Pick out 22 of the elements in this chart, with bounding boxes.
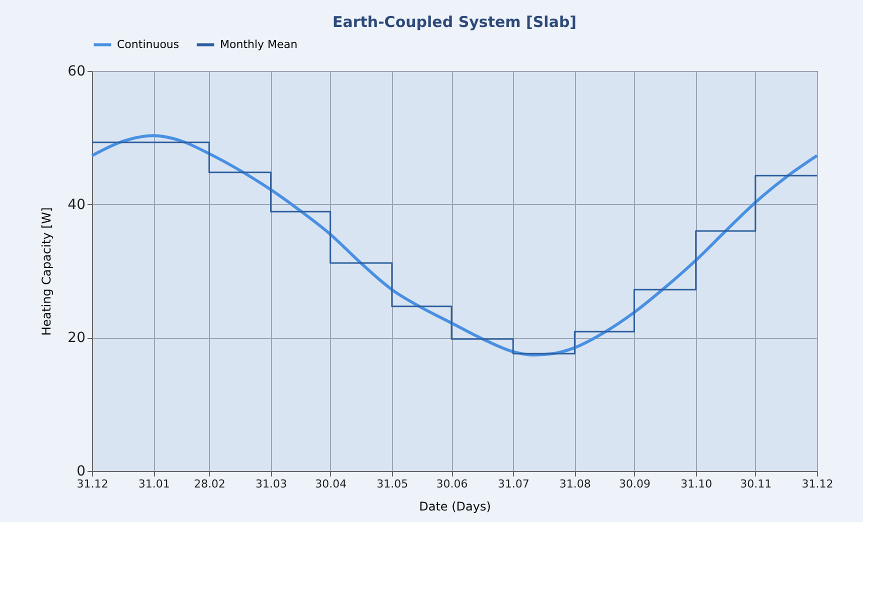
y-tick-label: 0: [76, 464, 86, 480]
x-tick-label: 31.10: [680, 478, 712, 490]
x-tick-label: 30.06: [436, 478, 468, 490]
legend-label: Monthly Mean: [220, 38, 298, 51]
y-tick-label: 20: [68, 330, 86, 346]
y-axis-title: Heating Capacity [W]: [40, 207, 54, 336]
x-tick-label: 30.09: [619, 478, 651, 490]
chart-title: Earth-Coupled System [Slab]: [332, 13, 577, 31]
x-axis-title: Date (Days): [419, 500, 491, 514]
x-tick-label: 28.02: [194, 478, 226, 490]
x-tick-label: 31.01: [138, 478, 170, 490]
x-tick-label: 31.03: [256, 478, 288, 490]
x-tick-label: 31.12: [802, 478, 834, 490]
legend-label: Continuous: [117, 38, 180, 51]
x-tick-label: 31.08: [559, 478, 591, 490]
y-tick-label: 40: [68, 196, 86, 213]
x-tick-label: 30.11: [740, 478, 772, 490]
y-tick-label: 60: [68, 64, 86, 80]
x-tick-label: 31.07: [498, 478, 530, 490]
x-tick-label: 30.04: [315, 478, 347, 490]
x-tick-label: 31.12: [76, 478, 108, 490]
x-tick-label: 31.05: [376, 478, 408, 490]
